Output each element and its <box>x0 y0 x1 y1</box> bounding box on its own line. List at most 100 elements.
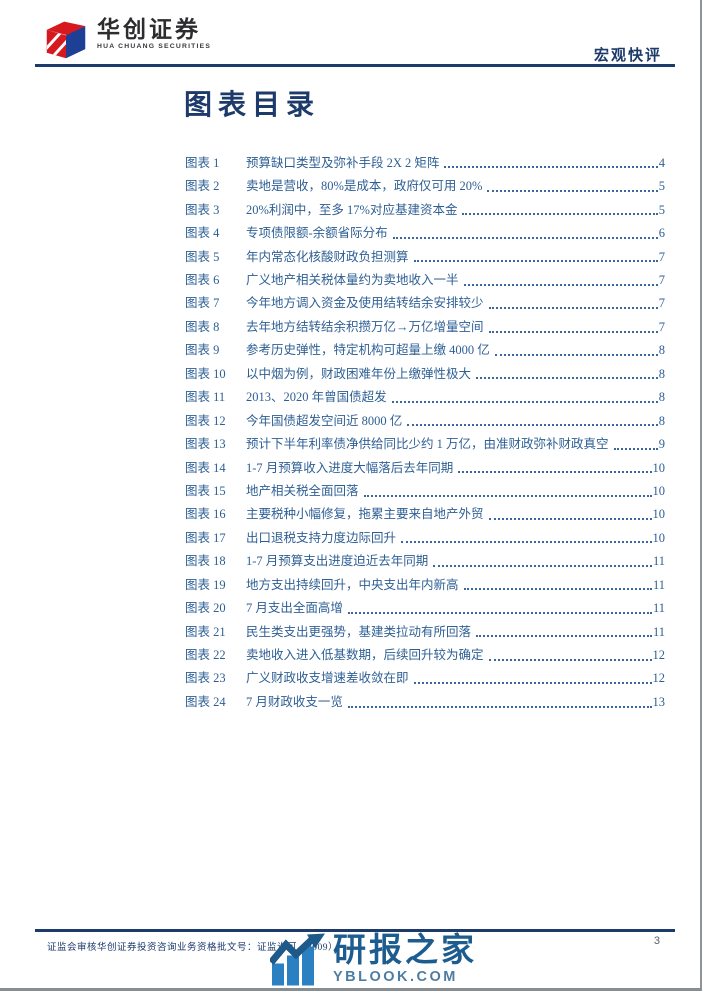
toc-entry[interactable]: 图表 8 去年地方结转结余积攒万亿→万亿增量空间 7 <box>185 312 665 335</box>
toc-entry-title: 地方支出持续回升，中央支出年内新高 <box>246 577 459 592</box>
toc-entry-label: 图表 2 <box>185 179 220 194</box>
toc-entry[interactable]: 图表 21 民生类支出更强势，基建类拉动有所回落 11 <box>185 617 665 640</box>
toc-entry-page: 12 <box>652 648 666 662</box>
toc-entry-page: 7 <box>658 319 665 334</box>
toc-entry[interactable]: 图表 13 预计下半年利率债净供给同比少约 1 万亿，由准财政弥补财政真空 9 <box>185 429 665 452</box>
toc-entry-title: 主要税种小幅修复，拖累主要来自地产外贸 <box>246 507 484 522</box>
toc-entry-label: 图表 15 <box>185 483 226 498</box>
toc-entry[interactable]: 图表 22 卖地收入进入低基数期，后续回升较为确定 12 <box>185 640 665 663</box>
toc-entry-title: 1-7 月预算支出进度迫近去年同期 <box>246 554 429 569</box>
toc-entry[interactable]: 图表 9 参考历史弹性，特定机构可超量上缴 4000 亿 8 <box>185 336 665 359</box>
toc-entry-page: 4 <box>658 155 665 170</box>
report-type-label: 宏观快评 <box>593 48 662 64</box>
dot-leader <box>392 236 658 239</box>
toc-entry[interactable]: 图表 3 20%利润中，至多 17%对应基建资本金 5 <box>185 195 665 218</box>
watermark-text: 研报之家 YBLOOK.COM <box>333 932 483 985</box>
toc-entry-title: 参考历史弹性，特定机构可超量上缴 4000 亿 <box>246 343 490 358</box>
toc-entry-page: 10 <box>652 507 666 522</box>
dot-leader <box>476 377 658 380</box>
toc-entry-page: 5 <box>658 179 665 194</box>
toc-entry-page: 7 <box>658 249 665 264</box>
dot-leader <box>391 400 658 403</box>
toc-entry-label: 图表 14 <box>185 460 226 475</box>
dot-leader <box>488 518 652 520</box>
toc-entry-title: 预算缺口类型及弥补手段 2X 2 矩阵 <box>246 155 440 170</box>
toc-entry[interactable]: 图表 5 年内常态化核酸财政负担测算 7 <box>185 242 665 265</box>
toc-entry-page: 12 <box>652 671 666 686</box>
toc-entry-page: 5 <box>658 202 665 217</box>
dot-leader <box>433 564 652 567</box>
watermark: 研报之家 YBLOOK.COM <box>268 932 483 988</box>
toc-entry-title: 7 月财政收支一览 <box>246 694 343 709</box>
brand-name: 华创证券 <box>97 16 201 42</box>
toc-entry-title: 广义财政收支增速差收敛在即 <box>246 671 409 686</box>
toc-entry-title: 民生类支出更强势，基建类拉动有所回落 <box>246 624 472 639</box>
toc-entry[interactable]: 图表 19 地方支出持续回升，中央支出年内新高 11 <box>185 570 665 593</box>
dot-leader <box>444 166 658 169</box>
dot-leader <box>613 447 658 450</box>
toc-entry-page: 11 <box>652 577 665 592</box>
toc-entry-page: 8 <box>658 390 665 405</box>
toc-entry[interactable]: 图表 10 以中烟为例，财政困难年份上缴弹性极大 8 <box>185 359 665 382</box>
toc-entry-page: 11 <box>652 624 665 639</box>
toc-entry[interactable]: 图表 24 7 月财政收支一览 13 <box>185 687 665 710</box>
toc-entry-label: 图表 5 <box>185 249 220 264</box>
toc-entry-label: 图表 10 <box>185 366 226 381</box>
page-title: 图表目录 <box>184 90 321 121</box>
toc-entry[interactable]: 图表 16 主要税种小幅修复，拖累主要来自地产外贸 10 <box>185 500 665 523</box>
toc-entry-title: 地产相关税全面回落 <box>246 483 359 498</box>
toc-entry-page: 10 <box>652 460 666 475</box>
toc-entry[interactable]: 图表 20 7 月支出全面高增 11 <box>185 593 665 616</box>
dot-leader <box>463 588 652 591</box>
toc-entry-title: 年内常态化核酸财政负担测算 <box>246 249 409 264</box>
toc-entry-label: 图表 9 <box>185 343 220 358</box>
toc-entry-label: 图表 7 <box>185 296 220 311</box>
dot-leader <box>463 283 658 286</box>
toc-entry-title: 卖地收入进入低基数期，后续回升较为确定 <box>246 648 484 662</box>
dot-leader <box>363 494 652 497</box>
dot-leader <box>401 541 652 544</box>
toc-entry-label: 图表 1 <box>185 155 220 170</box>
toc-entry-label: 图表 6 <box>185 273 220 287</box>
toc-entry-title: 卖地是营收，80%是成本，政府仅可用 20% <box>246 179 483 194</box>
toc-entry-title: 预计下半年利率债净供给同比少约 1 万亿，由准财政弥补财政真空 <box>246 437 609 452</box>
dot-leader <box>347 611 652 614</box>
toc-entry[interactable]: 图表 15 地产相关税全面回落 10 <box>185 476 665 499</box>
dot-leader <box>488 307 658 310</box>
toc-entry-label: 图表 11 <box>185 390 226 405</box>
toc-entry[interactable]: 图表 14 1-7 月预算收入进度大幅落后去年同期 10 <box>185 453 665 476</box>
toc-entry-label: 图表 21 <box>185 624 226 639</box>
dot-leader <box>488 658 652 661</box>
toc-entry-title: 1-7 月预算收入进度大幅落后去年同期 <box>246 460 454 475</box>
toc-entry-label: 图表 4 <box>185 226 220 241</box>
toc-entry[interactable]: 图表 1 预算缺口类型及弥补手段 2X 2 矩阵 4 <box>185 148 665 171</box>
brand-subtitle: HUA CHUANG SECURITIES <box>97 43 212 51</box>
toc-entry[interactable]: 图表 18 1-7 月预算支出进度迫近去年同期 11 <box>185 546 665 569</box>
toc-entry[interactable]: 图表 2 卖地是营收，80%是成本，政府仅可用 20% 5 <box>185 171 665 194</box>
dot-leader <box>488 330 658 333</box>
toc-entry-title: 今年国债超发空间近 8000 亿 <box>246 413 403 428</box>
dot-leader <box>494 353 658 356</box>
toc-entry[interactable]: 图表 11 2013、2020 年曾国债超发 8 <box>185 382 665 405</box>
toc-entry-page: 7 <box>658 273 665 287</box>
toc-entry-label: 图表 13 <box>185 437 226 452</box>
dot-leader <box>347 705 652 708</box>
toc-entry[interactable]: 图表 7 今年地方调入资金及使用结转结余安排较少 7 <box>185 289 665 312</box>
toc-entry[interactable]: 图表 4 专项债限额-余额省际分布 6 <box>185 218 665 241</box>
page-number: 3 <box>653 935 660 947</box>
toc-entry-page: 11 <box>652 601 665 616</box>
toc-entry[interactable]: 图表 6 广义地产相关税体量约为卖地收入一半 7 <box>185 265 665 288</box>
toc-entry[interactable]: 图表 17 出口退税支持力度边际回升 10 <box>185 523 665 546</box>
dot-leader <box>476 635 652 638</box>
toc-entry[interactable]: 图表 23 广义财政收支增速差收敛在即 12 <box>185 664 665 687</box>
dot-leader <box>458 471 652 474</box>
toc-entry-title: 广义地产相关税体量约为卖地收入一半 <box>246 273 459 287</box>
toc-entry-label: 图表 17 <box>185 530 226 545</box>
toc-entry-page: 8 <box>658 413 665 428</box>
toc-entry-page: 8 <box>658 366 665 381</box>
dot-leader <box>413 260 658 263</box>
toc-entry-page: 13 <box>652 694 666 709</box>
toc-entry-label: 图表 12 <box>185 413 226 428</box>
toc-entry[interactable]: 图表 12 今年国债超发空间近 8000 亿 8 <box>185 406 665 429</box>
